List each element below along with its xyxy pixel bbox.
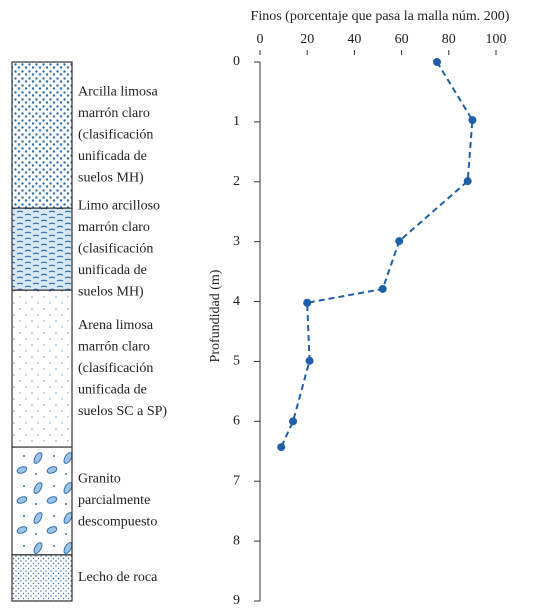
data-line [280, 61, 474, 448]
layer-label: Lecho de roca [78, 570, 158, 585]
chart-title: Finos (porcentaje que pasa la malla núm.… [251, 9, 510, 24]
layer-label: unificada de [78, 382, 147, 397]
x-tick-label: 0 [257, 32, 264, 47]
layer-label: (clasificación [78, 127, 153, 142]
layer-label: suelos MH) [78, 170, 144, 185]
data-point [289, 417, 298, 426]
layer-label: descompuesto [78, 515, 157, 530]
y-tick-label: 9 [233, 593, 240, 608]
soil-layer [11, 446, 73, 556]
layer-label: (clasificación [78, 241, 153, 256]
x-tick-label: 80 [442, 32, 456, 47]
layer-label: Arena limosa [78, 318, 154, 333]
soil-layer [11, 61, 73, 209]
layer-label: Limo arcilloso [78, 198, 160, 213]
x-tick-label: 20 [300, 32, 314, 47]
y-tick-label: 3 [233, 234, 240, 249]
layer-label: marrón claro [78, 220, 150, 235]
soil-layer [11, 554, 73, 602]
data-point [433, 58, 441, 66]
x-tick-label: 60 [395, 32, 409, 47]
x-tick-label: 100 [486, 32, 507, 47]
layer-label: marrón claro [78, 106, 150, 121]
layer-label: suelos MH) [78, 284, 144, 299]
y-tick-label: 7 [233, 473, 240, 488]
data-point [378, 284, 387, 293]
y-axis-label: Profundidad (m) [208, 269, 223, 362]
layer-label: Arcilla limosa [78, 84, 158, 99]
x-tick-label: 40 [347, 32, 361, 47]
data-point [305, 356, 314, 365]
data-point [303, 298, 312, 307]
layer-label: parcialmente [78, 493, 150, 508]
soil-layer [11, 207, 73, 291]
layer-label: suelos SC a SP) [78, 404, 167, 419]
y-tick-label: 0 [233, 54, 240, 69]
layer-label: unificada de [78, 263, 147, 278]
data-point [468, 116, 477, 125]
y-tick-label: 1 [233, 114, 240, 129]
y-tick-label: 2 [233, 174, 240, 189]
y-tick-label: 4 [233, 294, 240, 309]
data-point [395, 237, 404, 246]
data-point [463, 177, 472, 186]
layer-label: unificada de [78, 149, 147, 164]
y-tick-label: 5 [233, 354, 240, 369]
y-tick-label: 6 [233, 414, 240, 429]
data-point [277, 443, 286, 452]
layer-label: marrón claro [78, 339, 150, 354]
soil-layer [11, 289, 73, 448]
layer-label: (clasificación [78, 361, 153, 376]
y-tick-label: 8 [233, 533, 240, 548]
layer-label: Granito [78, 472, 121, 487]
